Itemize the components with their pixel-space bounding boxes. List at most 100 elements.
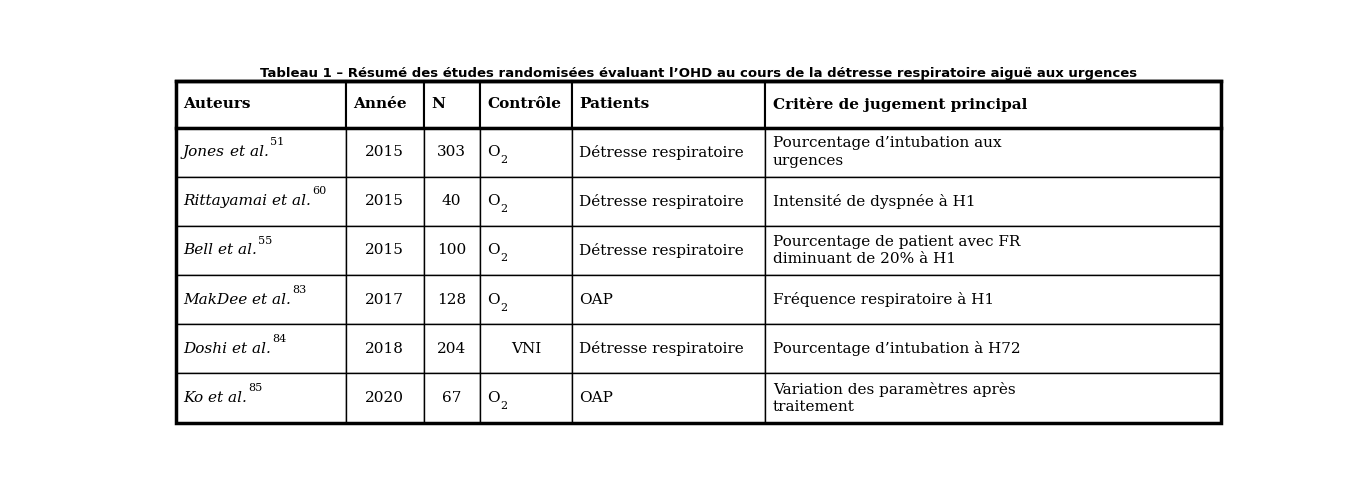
Bar — [424, 127, 480, 177]
Bar — [176, 275, 346, 324]
Text: 83: 83 — [292, 285, 307, 295]
Text: Détresse respiratoire: Détresse respiratoire — [579, 243, 744, 258]
Bar — [572, 127, 766, 177]
Text: 2018: 2018 — [365, 342, 405, 356]
Text: Critère de jugement principal: Critère de jugement principal — [773, 97, 1028, 112]
Bar — [176, 81, 346, 127]
Bar — [480, 177, 572, 226]
Text: 128: 128 — [438, 293, 466, 307]
Text: 2: 2 — [500, 303, 507, 312]
Text: Ko: Ko — [183, 391, 209, 405]
Text: 303: 303 — [438, 145, 466, 159]
Bar — [572, 81, 766, 127]
Bar — [766, 226, 1221, 275]
Bar — [346, 177, 424, 226]
Bar — [766, 374, 1221, 422]
Text: Pourcentage d’intubation aux
urgences: Pourcentage d’intubation aux urgences — [773, 137, 1002, 168]
Text: 2: 2 — [500, 155, 507, 165]
Bar — [424, 275, 480, 324]
Text: 2017: 2017 — [365, 293, 405, 307]
Bar — [572, 275, 766, 324]
Bar — [176, 127, 346, 177]
Text: 67: 67 — [442, 391, 462, 405]
Text: 2020: 2020 — [365, 391, 405, 405]
Text: et al.: et al. — [209, 391, 247, 405]
Text: Contrôle: Contrôle — [488, 98, 562, 112]
Bar — [346, 127, 424, 177]
Text: N: N — [431, 98, 444, 112]
Text: et al.: et al. — [252, 293, 292, 307]
Bar — [424, 226, 480, 275]
Bar — [424, 374, 480, 422]
Bar — [572, 177, 766, 226]
Bar — [176, 177, 346, 226]
Bar — [480, 324, 572, 374]
Bar — [766, 127, 1221, 177]
Bar — [480, 226, 572, 275]
Text: OAP: OAP — [579, 293, 613, 307]
Bar — [424, 81, 480, 127]
Bar — [424, 324, 480, 374]
Text: 2015: 2015 — [365, 194, 405, 208]
Bar — [572, 324, 766, 374]
Bar — [346, 374, 424, 422]
Text: 2: 2 — [500, 204, 507, 214]
Text: et al.: et al. — [230, 145, 269, 159]
Text: Doshi: Doshi — [183, 342, 232, 356]
Text: Détresse respiratoire: Détresse respiratoire — [579, 342, 744, 356]
Text: 60: 60 — [312, 186, 326, 196]
Bar — [176, 324, 346, 374]
Bar — [424, 177, 480, 226]
Text: Détresse respiratoire: Détresse respiratoire — [579, 145, 744, 160]
Text: Bell: Bell — [183, 243, 218, 258]
Bar — [766, 275, 1221, 324]
Text: Rittayamai: Rittayamai — [183, 194, 273, 208]
Text: 2015: 2015 — [365, 145, 405, 159]
Text: MakDee: MakDee — [183, 293, 252, 307]
Bar — [346, 324, 424, 374]
Text: O: O — [488, 145, 500, 159]
Text: 55: 55 — [258, 236, 273, 246]
Text: 2: 2 — [500, 401, 507, 411]
Text: et al.: et al. — [218, 243, 256, 258]
Bar — [766, 324, 1221, 374]
Text: O: O — [488, 243, 500, 258]
Text: 2015: 2015 — [365, 243, 405, 258]
Text: Patients: Patients — [579, 98, 650, 112]
Text: Jones: Jones — [183, 145, 230, 159]
Text: Année: Année — [353, 98, 408, 112]
Text: Tableau 1 – Résumé des études randomisées évaluant l’OHD au cours de la détresse: Tableau 1 – Résumé des études randomisée… — [260, 67, 1137, 80]
Text: O: O — [488, 293, 500, 307]
Text: OAP: OAP — [579, 391, 613, 405]
Bar — [766, 177, 1221, 226]
Text: Auteurs: Auteurs — [183, 98, 251, 112]
Bar — [346, 226, 424, 275]
Bar — [346, 275, 424, 324]
Bar — [480, 127, 572, 177]
Text: 85: 85 — [248, 383, 262, 393]
Bar — [572, 226, 766, 275]
Text: Pourcentage de patient avec FR
diminuant de 20% à H1: Pourcentage de patient avec FR diminuant… — [773, 235, 1021, 266]
Bar — [176, 226, 346, 275]
Bar — [480, 374, 572, 422]
Bar — [766, 81, 1221, 127]
Bar — [572, 374, 766, 422]
Text: 84: 84 — [271, 334, 286, 344]
Text: Détresse respiratoire: Détresse respiratoire — [579, 194, 744, 209]
Text: 204: 204 — [438, 342, 466, 356]
Text: Fréquence respiratoire à H1: Fréquence respiratoire à H1 — [773, 292, 994, 307]
Text: 40: 40 — [442, 194, 462, 208]
Text: 100: 100 — [438, 243, 466, 258]
Text: et al.: et al. — [232, 342, 271, 356]
Text: Pourcentage d’intubation à H72: Pourcentage d’intubation à H72 — [773, 342, 1021, 356]
Text: 2: 2 — [500, 253, 507, 263]
Bar — [176, 374, 346, 422]
Text: 51: 51 — [270, 137, 284, 147]
Text: O: O — [488, 391, 500, 405]
Text: Intensité de dyspnée à H1: Intensité de dyspnée à H1 — [773, 194, 976, 209]
Text: Variation des paramètres après
traitement: Variation des paramètres après traitemen… — [773, 382, 1015, 414]
Text: VNI: VNI — [511, 342, 541, 356]
Bar — [480, 275, 572, 324]
Text: et al.: et al. — [273, 194, 311, 208]
Bar — [346, 81, 424, 127]
